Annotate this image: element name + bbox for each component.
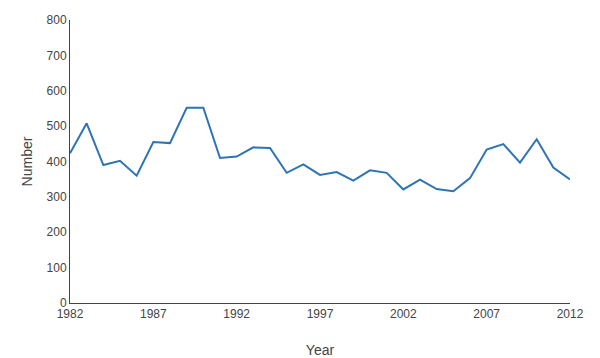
- svg-text:100: 100: [47, 261, 67, 275]
- svg-text:800: 800: [47, 13, 67, 27]
- svg-text:1987: 1987: [140, 307, 167, 321]
- svg-text:Number: Number: [19, 136, 35, 186]
- svg-text:700: 700: [47, 49, 67, 63]
- svg-text:400: 400: [47, 155, 67, 169]
- svg-text:500: 500: [47, 119, 67, 133]
- svg-text:2002: 2002: [390, 307, 417, 321]
- svg-text:Year: Year: [306, 342, 335, 358]
- svg-text:600: 600: [47, 84, 67, 98]
- svg-text:0: 0: [60, 296, 67, 310]
- svg-text:1997: 1997: [307, 307, 334, 321]
- svg-text:300: 300: [47, 190, 67, 204]
- svg-text:2007: 2007: [473, 307, 500, 321]
- svg-text:1992: 1992: [223, 307, 250, 321]
- svg-text:200: 200: [47, 225, 67, 239]
- svg-text:2012: 2012: [557, 307, 584, 321]
- svg-text:1982: 1982: [57, 307, 84, 321]
